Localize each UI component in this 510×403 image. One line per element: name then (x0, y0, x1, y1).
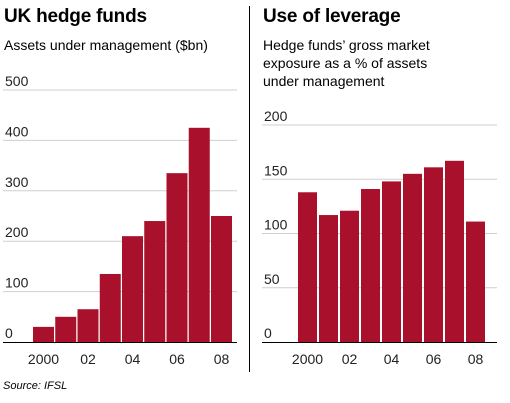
y-tick-label: 50 (264, 271, 280, 287)
chart-subtitle-assets: Assets under management ($bn) (4, 37, 208, 53)
y-tick-label: 100 (264, 217, 288, 233)
bar-2001 (55, 316, 77, 342)
bar-2006 (166, 173, 188, 342)
subtitle-line: exposure as a % of assets (263, 55, 428, 71)
bar-2003 (361, 189, 380, 342)
x-tick-label: 06 (169, 351, 185, 367)
bar-2007 (445, 160, 464, 342)
subtitle-line: Hedge funds’ gross market (263, 37, 430, 53)
bar-2001 (319, 215, 338, 342)
bar-2005 (144, 221, 166, 342)
x-tick-label: 04 (384, 351, 400, 367)
x-tick-label: 02 (80, 351, 96, 367)
x-tick-label: 02 (342, 351, 358, 367)
source-note: Source: IFSL (3, 380, 68, 392)
y-tick-label: 0 (264, 325, 272, 341)
y-tick-label: 300 (5, 174, 29, 190)
x-tick-label: 2000 (292, 351, 323, 367)
bar-2008 (211, 216, 232, 342)
y-tick-label: 0 (5, 325, 13, 341)
y-tick-label: 500 (5, 73, 29, 89)
y-tick-label: 200 (264, 108, 288, 124)
y-tick-label: 150 (264, 162, 288, 178)
chart-title-hedge-funds: UK hedge funds (4, 6, 147, 27)
chart-title-leverage: Use of leverage (263, 6, 401, 27)
bar-2004 (122, 236, 143, 342)
x-tick-label: 04 (125, 351, 141, 367)
y-tick-label: 200 (5, 224, 29, 240)
panel-divider (249, 6, 250, 372)
bar-2002 (340, 210, 359, 342)
subtitle-line: under management (263, 73, 385, 89)
x-tick-label: 08 (214, 351, 230, 367)
x-tick-label: 2000 (28, 351, 59, 367)
bar-2002 (77, 309, 99, 342)
bar-2004 (382, 181, 401, 342)
bar-2006 (424, 167, 443, 342)
bar-2007 (188, 127, 210, 342)
bar-2000 (33, 326, 54, 342)
chart-subtitle-leverage: Hedge funds’ gross market exposure as a … (263, 36, 430, 90)
bar-2003 (99, 273, 121, 342)
bar-2008 (466, 221, 485, 342)
bar-2000 (298, 192, 317, 342)
y-tick-label: 400 (5, 123, 29, 139)
bar-2005 (403, 173, 422, 342)
y-tick-label: 100 (5, 275, 29, 291)
x-tick-label: 08 (468, 351, 484, 367)
x-tick-label: 06 (426, 351, 442, 367)
